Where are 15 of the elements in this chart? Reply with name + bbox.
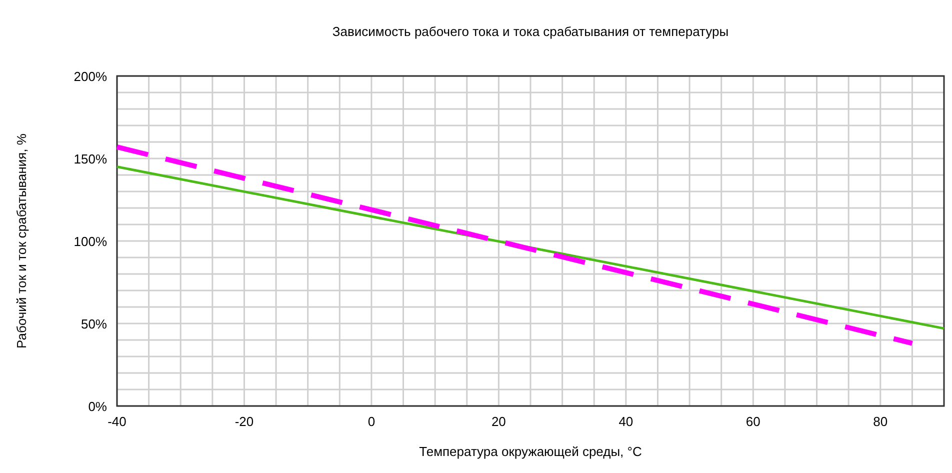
y-tick-label: 200% [74, 69, 108, 84]
y-tick-label: 0% [88, 399, 108, 414]
x-tick-label: 0 [368, 414, 376, 429]
x-tick-label: 80 [873, 414, 888, 429]
y-tick-label: 50% [80, 316, 108, 332]
chart-title: Зависимость рабочего тока и тока срабатывания от температуры [332, 24, 729, 39]
x-axis-title: Температура окружающей среды, °C [419, 444, 642, 459]
x-tick-label: -40 [108, 414, 126, 429]
y-axis-title: Рабочий ток и ток срабатывания, % [14, 133, 29, 348]
x-tick-label: 40 [618, 414, 634, 429]
x-tick-label: 60 [746, 414, 760, 429]
y-tick-label: 150% [74, 152, 108, 166]
x-tick-label: 20 [491, 414, 506, 429]
x-tick-label: -20 [234, 414, 254, 429]
y-tick-label: 100% [74, 234, 108, 249]
